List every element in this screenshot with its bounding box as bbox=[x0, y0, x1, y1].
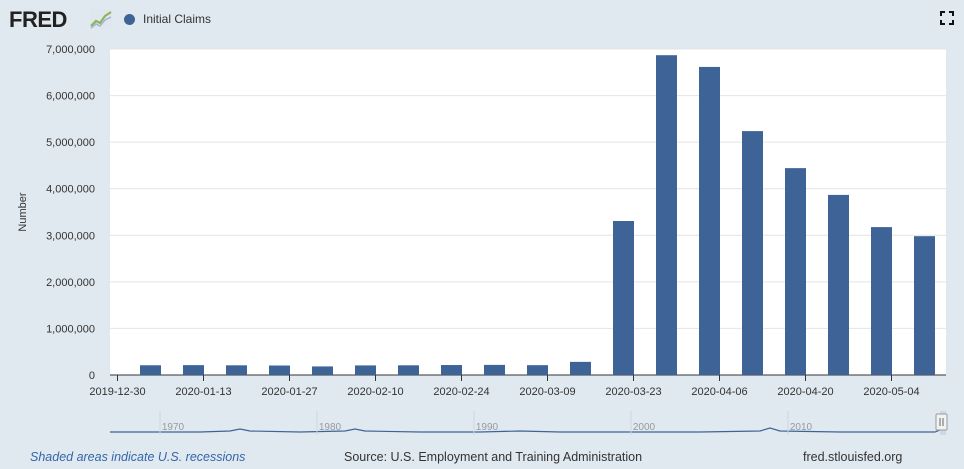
plot-background bbox=[110, 49, 946, 375]
x-tick-label: 2020-03-09 bbox=[519, 386, 575, 398]
x-tick-label: 2020-01-13 bbox=[175, 386, 231, 398]
bar[interactable] bbox=[656, 55, 677, 375]
y-tick-label: 1,000,000 bbox=[46, 323, 95, 335]
bar[interactable] bbox=[441, 365, 462, 375]
bar[interactable] bbox=[613, 220, 634, 375]
bar-chart: 0 1,000,000 2,000,000 3,000,000 4,000,000 5,0… bbox=[17, 44, 948, 435]
bar[interactable] bbox=[570, 361, 591, 375]
legend-marker bbox=[124, 13, 135, 25]
fullscreen-icon[interactable] bbox=[940, 11, 954, 25]
bar[interactable] bbox=[527, 365, 548, 375]
x-tick-label: 2020-02-10 bbox=[347, 386, 403, 398]
navigator-year-label: 1990 bbox=[476, 422, 499, 433]
navigator-handle-box[interactable] bbox=[935, 413, 948, 431]
bar[interactable] bbox=[355, 365, 376, 375]
x-tick-label: 2020-01-27 bbox=[261, 386, 317, 398]
bar[interactable] bbox=[269, 365, 290, 375]
y-tick-label: 3,000,000 bbox=[46, 230, 95, 242]
bar[interactable] bbox=[140, 365, 161, 375]
x-tick-label: 2020-03-23 bbox=[605, 386, 661, 398]
bars bbox=[140, 55, 935, 376]
y-tick-label: 2,000,000 bbox=[46, 277, 95, 289]
x-axis-ticks: 2019-12-30 2020-01-13 2020-01-27 2020-02-10… bbox=[89, 375, 920, 398]
bar[interactable] bbox=[699, 66, 720, 376]
bar[interactable] bbox=[183, 365, 204, 375]
x-tick-label: 2019-12-30 bbox=[89, 386, 145, 398]
bar[interactable] bbox=[785, 168, 806, 375]
y-tick-label: 5,000,000 bbox=[46, 137, 95, 149]
y-tick-label: 4,000,000 bbox=[46, 184, 95, 196]
chart-header: FRED Initial Claims bbox=[0, 0, 964, 40]
bar[interactable] bbox=[484, 364, 505, 375]
navigator-year-labels: 1970 1980 1990 2000 2010 bbox=[159, 411, 813, 435]
y-tick-label: 7,000,000 bbox=[46, 44, 95, 56]
chart-legend[interactable]: Initial Claims bbox=[124, 12, 211, 26]
bar[interactable] bbox=[226, 365, 247, 375]
x-tick-label: 2020-02-24 bbox=[433, 386, 489, 398]
site-url[interactable]: fred.stlouisfed.org bbox=[803, 450, 903, 464]
source-text: Source: U.S. Employment and Training Adm… bbox=[344, 450, 643, 464]
bar[interactable] bbox=[398, 365, 419, 375]
y-axis-label: Number bbox=[17, 192, 29, 231]
bar[interactable] bbox=[828, 194, 849, 375]
navigator-year-label: 1970 bbox=[162, 422, 185, 433]
legend-label: Initial Claims bbox=[143, 12, 212, 26]
bar[interactable] bbox=[871, 227, 892, 375]
range-navigator[interactable]: 1970 1980 1990 2000 2010 bbox=[110, 411, 948, 435]
bar[interactable] bbox=[742, 131, 763, 375]
y-axis-ticks: 0 1,000,000 2,000,000 3,000,000 4,000,000 5,0… bbox=[46, 44, 95, 382]
x-tick-label: 2020-05-04 bbox=[863, 386, 919, 398]
x-tick-label: 2020-04-20 bbox=[777, 386, 833, 398]
bar[interactable] bbox=[312, 366, 333, 375]
fred-logo[interactable]: FRED bbox=[9, 7, 67, 32]
navigator-year-label: 2000 bbox=[633, 422, 656, 433]
y-tick-label: 6,000,000 bbox=[46, 91, 95, 103]
recession-note-link[interactable]: Shaded areas indicate U.S. recessions bbox=[30, 450, 246, 464]
bar[interactable] bbox=[914, 236, 935, 375]
y-tick-label: 0 bbox=[89, 370, 95, 382]
navigator-year-label: 2010 bbox=[790, 422, 813, 433]
fred-graph-icon bbox=[90, 9, 112, 29]
x-tick-label: 2020-04-06 bbox=[691, 386, 747, 398]
navigator-handle[interactable] bbox=[935, 413, 948, 431]
navigator-series-line bbox=[110, 427, 941, 433]
chart-footer: Shaded areas indicate U.S. recessions So… bbox=[0, 448, 964, 468]
navigator-year-label: 1980 bbox=[319, 422, 342, 433]
